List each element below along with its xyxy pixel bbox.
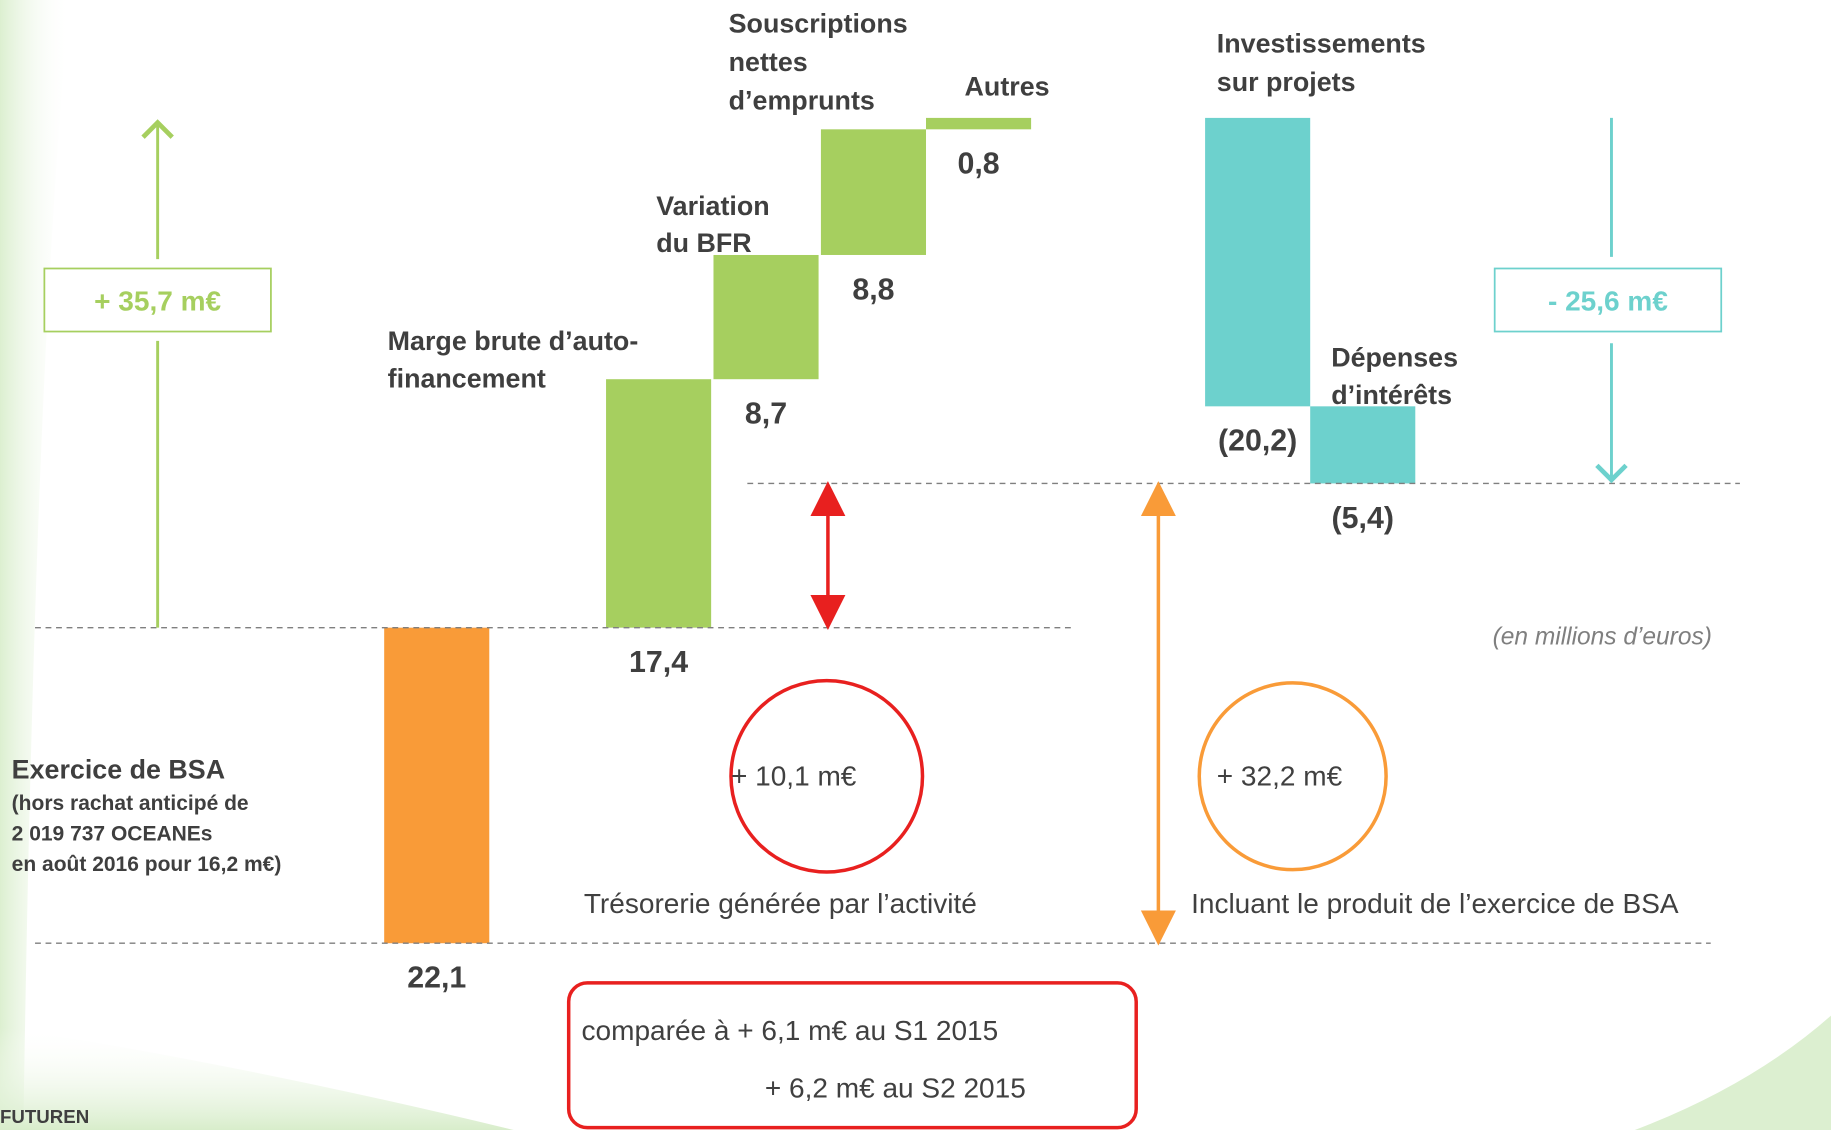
activity-label: Trésorerie générée par l’activité: [584, 888, 977, 919]
category-label: Investissements sur projets: [1217, 29, 1433, 98]
comparison-box: [566, 981, 1138, 1130]
value-label: (20,2): [1218, 425, 1297, 458]
note-line: (hors rachat anticipé de: [12, 792, 249, 815]
bar: [1310, 406, 1416, 484]
value-label: 17,4: [629, 646, 688, 679]
category-line: d’intérêts: [1331, 380, 1452, 410]
comparison-line: + 6,2 m€ au S2 2015: [765, 1072, 1026, 1103]
bar: [384, 627, 490, 944]
increase-label: + 35,7 m€: [94, 286, 221, 317]
bar: [926, 117, 1032, 130]
value-label: 8,8: [852, 273, 894, 306]
value-label: 8,7: [745, 398, 787, 431]
bar: [820, 129, 927, 255]
category-line: sur projets: [1217, 67, 1356, 97]
footer: FUTUREN: [0, 1106, 89, 1127]
category-line: financement: [388, 364, 546, 394]
value-label: 22,1: [407, 962, 466, 995]
category-line: Autres: [965, 72, 1050, 102]
category-label: Variation du BFR: [656, 191, 777, 258]
category-line: du BFR: [656, 228, 751, 258]
increase-box: [43, 267, 272, 333]
bar: [713, 254, 819, 380]
category-line: Marge brute d’auto-: [388, 326, 639, 356]
background-left: [0, 0, 71, 1130]
comparison-line: comparée à + 6,1 m€ au S1 2015: [582, 1015, 999, 1046]
category-label: Dépenses d’intérêts: [1331, 343, 1465, 410]
overall-label: Incluant le produit de l’exercice de BSA: [1191, 888, 1679, 919]
note-line: en août 2016 pour 16,2 m€): [12, 853, 282, 876]
background-bottom-right: [1634, 1015, 1831, 1130]
note-line: 2 019 737 OCEANEs: [12, 822, 213, 845]
category-label: Exercice de BSA: [12, 755, 225, 785]
category-line: Exercice de BSA: [12, 755, 225, 785]
overall-circle: [1197, 681, 1388, 872]
decrease-label: - 25,6 m€: [1548, 286, 1668, 317]
category-line: d’emprunts: [729, 86, 875, 116]
decrease-box: [1493, 267, 1723, 333]
category-line: Investissements: [1217, 29, 1426, 59]
value-label: (5,4): [1332, 502, 1394, 535]
bar: [1205, 117, 1311, 407]
waterfall: 22,1 17,4 8,7 8,8 0,8 (20,2) (5,4): [35, 117, 1740, 995]
category-line: Souscriptions: [729, 9, 908, 39]
category-label: Souscriptions nettes d’emprunts: [729, 9, 915, 116]
category-label: Marge brute d’auto- financement: [388, 326, 646, 393]
unit-note: (en millions d’euros): [1493, 623, 1712, 650]
category-line: nettes: [729, 47, 808, 77]
category-note: (hors rachat anticipé de 2 019 737 OCEAN…: [12, 792, 282, 876]
overall-total: + 32,2 m€: [1217, 761, 1343, 792]
category-line: Dépenses: [1331, 343, 1458, 373]
activity-circle: [729, 678, 925, 874]
background-bottom-left: [0, 1027, 514, 1130]
bar: [606, 379, 712, 628]
category-line: Variation: [656, 191, 769, 221]
category-label: Autres: [965, 72, 1050, 102]
value-label: 0,8: [957, 148, 999, 181]
activity-total: + 10,1 m€: [731, 761, 857, 792]
